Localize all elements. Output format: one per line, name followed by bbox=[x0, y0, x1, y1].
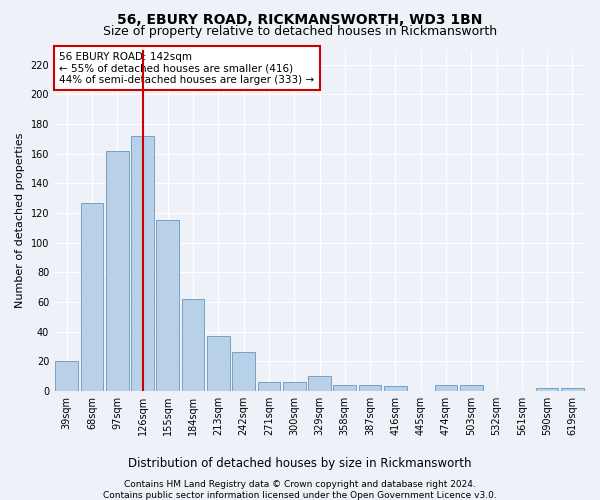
Bar bbox=[232, 352, 255, 391]
Bar bbox=[434, 385, 457, 391]
Bar bbox=[308, 376, 331, 391]
Bar bbox=[106, 150, 128, 391]
Text: Size of property relative to detached houses in Rickmansworth: Size of property relative to detached ho… bbox=[103, 25, 497, 38]
Bar bbox=[536, 388, 559, 391]
Bar bbox=[80, 202, 103, 391]
Text: 56, EBURY ROAD, RICKMANSWORTH, WD3 1BN: 56, EBURY ROAD, RICKMANSWORTH, WD3 1BN bbox=[118, 12, 482, 26]
Y-axis label: Number of detached properties: Number of detached properties bbox=[15, 132, 25, 308]
Bar bbox=[55, 361, 78, 391]
Text: Contains public sector information licensed under the Open Government Licence v3: Contains public sector information licen… bbox=[103, 491, 497, 500]
Bar bbox=[359, 385, 382, 391]
Bar bbox=[384, 386, 407, 391]
Text: Contains HM Land Registry data © Crown copyright and database right 2024.: Contains HM Land Registry data © Crown c… bbox=[124, 480, 476, 489]
Bar bbox=[334, 385, 356, 391]
Bar bbox=[257, 382, 280, 391]
Text: Distribution of detached houses by size in Rickmansworth: Distribution of detached houses by size … bbox=[128, 458, 472, 470]
Bar bbox=[131, 136, 154, 391]
Text: 56 EBURY ROAD: 142sqm
← 55% of detached houses are smaller (416)
44% of semi-det: 56 EBURY ROAD: 142sqm ← 55% of detached … bbox=[59, 52, 314, 85]
Bar bbox=[182, 299, 205, 391]
Bar bbox=[157, 220, 179, 391]
Bar bbox=[283, 382, 305, 391]
Bar bbox=[207, 336, 230, 391]
Bar bbox=[561, 388, 584, 391]
Bar bbox=[460, 385, 482, 391]
